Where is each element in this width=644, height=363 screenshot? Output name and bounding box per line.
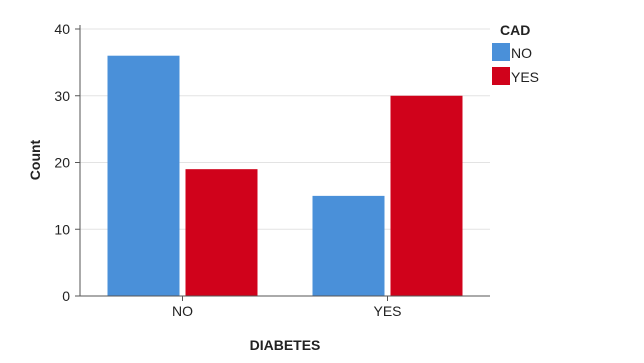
legend-items: NO YES: [492, 43, 539, 85]
bar-no-yes: [185, 169, 258, 296]
legend-label-no: NO: [511, 45, 532, 61]
legend-swatch-no: [492, 43, 510, 61]
legend-swatch-yes: [492, 67, 510, 85]
x-tick-label: YES: [373, 303, 401, 319]
y-tick-label: 10: [54, 221, 70, 237]
legend-label-yes: YES: [511, 69, 539, 85]
y-axis-title: Count: [27, 139, 43, 180]
y-tick-label: 20: [54, 155, 70, 171]
y-tick-label: 40: [54, 21, 70, 37]
bars: [107, 55, 463, 297]
legend-title: CAD: [500, 22, 530, 38]
x-axis-title: DIABETES: [250, 337, 321, 353]
y-tick-label: 0: [62, 288, 70, 304]
axes: 0 10 20 30 40 NO YES: [54, 21, 490, 319]
legend: CAD NO YES: [492, 22, 539, 85]
x-tick-label: NO: [172, 303, 193, 319]
bar-yes-no: [312, 195, 385, 296]
y-tick-label: 30: [54, 88, 70, 104]
bar-yes-yes: [390, 95, 463, 296]
bar-no-no: [107, 55, 180, 297]
